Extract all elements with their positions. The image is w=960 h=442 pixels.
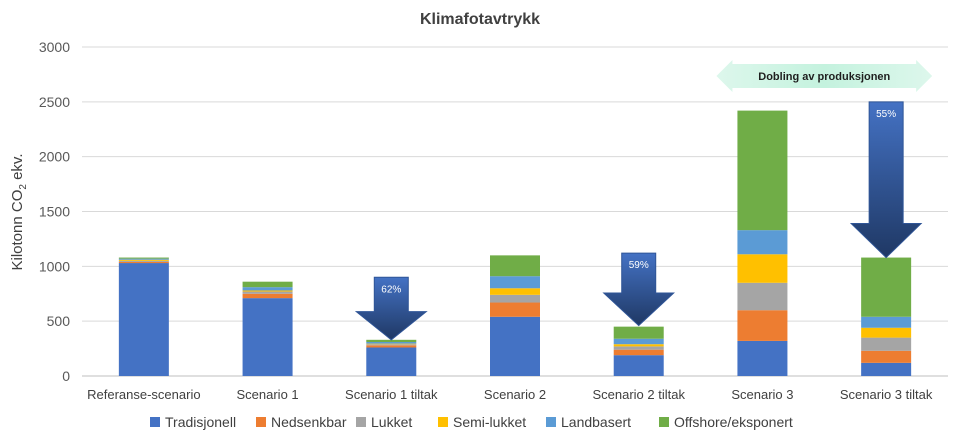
legend-item: Nedsenkbar <box>256 414 347 430</box>
y-axis-ticks: 0 500 1000 1500 2000 2500 3000 <box>39 39 70 384</box>
legend-label: Lukket <box>371 414 412 430</box>
bar-segment <box>490 294 540 303</box>
x-tick-label: Scenario 1 tiltak <box>345 387 438 402</box>
legend-label: Offshore/eksponert <box>674 414 793 430</box>
reduction-label: 62% <box>381 284 401 295</box>
legend-swatch <box>546 417 556 427</box>
reduction-arrow <box>849 101 923 259</box>
x-tick-label: Referanse-scenario <box>87 387 200 402</box>
legend-swatch <box>356 417 366 427</box>
x-tick-label: Scenario 2 <box>484 387 546 402</box>
y-tick-label: 500 <box>47 313 71 329</box>
y-tick-label: 3000 <box>39 39 70 55</box>
reduction-label: 55% <box>876 109 896 120</box>
legend-item: Lukket <box>356 414 412 430</box>
legend-label: Tradisjonell <box>165 414 236 430</box>
legend-label: Landbasert <box>561 414 631 430</box>
bar-segment <box>861 350 912 363</box>
reduction-arrow <box>602 252 675 327</box>
bar-segment <box>242 290 293 292</box>
bar-segment <box>861 327 912 338</box>
x-tick-label: Scenario 3 <box>731 387 793 402</box>
bar-segment <box>490 255 540 277</box>
bar-segment <box>366 345 417 348</box>
bar-segment <box>861 362 912 376</box>
y-tick-label: 1000 <box>39 258 70 274</box>
bar-stack <box>737 110 788 376</box>
y-tick-label: 0 <box>62 368 70 384</box>
legend-label: Semi-lukket <box>453 414 526 430</box>
bar-segment <box>118 260 169 262</box>
bar-segment <box>366 347 417 376</box>
legend: Tradisjonell Nedsenkbar Lukket Semi-lukket L… <box>150 414 793 430</box>
legend-swatch <box>256 417 266 427</box>
bar-segment <box>861 257 912 317</box>
bar-segment <box>613 344 664 347</box>
bar-segment <box>613 346 664 350</box>
x-tick-label: Scenario 2 tiltak <box>592 387 685 402</box>
legend-swatch <box>438 417 448 427</box>
bar-segment <box>490 302 540 317</box>
y-tick-label: 2000 <box>39 149 70 165</box>
legend-item: Tradisjonell <box>150 414 236 430</box>
bar-segment <box>613 355 664 376</box>
bar-segment <box>242 293 293 299</box>
bar-segment <box>366 339 417 343</box>
bar-stack <box>613 326 664 376</box>
bar-segment <box>242 291 293 294</box>
bar-segment <box>737 230 788 255</box>
bar-segment <box>118 257 169 259</box>
bar-segment <box>737 110 788 231</box>
reduction-arrow <box>354 276 428 341</box>
bars <box>118 110 912 376</box>
bar-segment <box>490 276 540 289</box>
bar-segment <box>613 349 664 356</box>
chart-title: Klimafotavtrykk <box>420 11 540 28</box>
bar-segment <box>613 338 664 345</box>
x-axis: Referanse-scenario Scenario 1 Scenario 1 t… <box>87 387 933 402</box>
bar-segment <box>118 263 169 376</box>
bar-segment <box>861 316 912 328</box>
annotations: 62% 59% 55% Dobling av produksjonen <box>354 60 933 341</box>
bar-stack <box>490 255 540 376</box>
doubling-banner-arrow <box>716 60 933 92</box>
bar-segment <box>737 310 788 341</box>
bar-segment <box>118 259 169 261</box>
y-axis-label: Kilotonn CO2 ekv. <box>9 153 29 270</box>
legend-swatch <box>659 417 669 427</box>
legend-item: Landbasert <box>546 414 631 430</box>
legend-item: Semi-lukket <box>438 414 526 430</box>
bar-segment <box>366 342 417 344</box>
legend-label: Nedsenkbar <box>271 414 347 430</box>
bar-stack <box>366 339 417 376</box>
doubling-banner-label: Dobling av produksjonen <box>758 71 890 83</box>
bar-segment <box>613 326 664 339</box>
x-tick-label: Scenario 1 <box>236 387 298 402</box>
bar-segment <box>242 287 293 291</box>
bar-segment <box>242 298 293 376</box>
bar-stack <box>242 281 293 376</box>
reduction-label: 59% <box>629 260 649 271</box>
bar-segment <box>861 337 912 351</box>
bar-segment <box>490 288 540 295</box>
bar-segment <box>366 344 417 346</box>
y-tick-label: 1500 <box>39 204 70 220</box>
bar-segment <box>737 340 788 376</box>
bar-segment <box>737 282 788 311</box>
bar-segment <box>737 254 788 283</box>
y-tick-label: 2500 <box>39 94 70 110</box>
legend-item: Offshore/eksponert <box>659 414 793 430</box>
bar-stack <box>861 257 912 376</box>
bar-segment <box>118 258 169 260</box>
bar-segment <box>366 343 417 345</box>
legend-swatch <box>150 417 160 427</box>
bar-segment <box>242 281 293 288</box>
x-tick-label: Scenario 3 tiltak <box>840 387 933 402</box>
bar-segment <box>490 316 540 376</box>
bar-segment <box>118 261 169 264</box>
bar-stack <box>118 257 169 376</box>
